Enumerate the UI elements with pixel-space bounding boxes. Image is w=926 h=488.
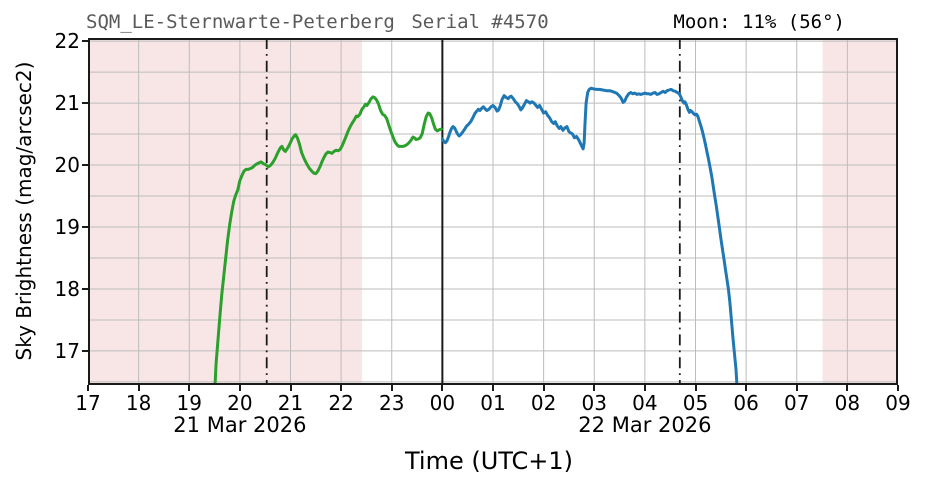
x-tick-label: 18 [125,391,152,415]
x-tick-label: 23 [379,391,405,415]
y-tick-label: 17 [54,338,80,363]
plot-area [88,38,898,385]
x-tick-label: 20 [227,391,253,415]
twilight-shading [822,38,898,385]
x-tick-mark [87,385,89,391]
y-tick-label: 22 [54,29,80,54]
y-tick-mark [82,164,88,167]
x-axis-label: Time (UTC+1) [404,447,574,475]
x-tick-mark [795,385,798,391]
x-tick-mark [238,385,241,391]
x-tick-mark [593,385,596,391]
y-tick-mark [82,225,88,228]
date-label-22-mar: 22 Mar 2026 [578,413,712,437]
y-tick-mark [82,287,88,290]
x-tick-label: 06 [733,391,759,415]
x-tick-label: 09 [885,391,911,415]
x-tick-label: 21 [277,391,304,415]
x-tick-label: 08 [834,391,861,415]
x-tick-label: 05 [682,391,709,415]
station-name: SQM_LE-Sternwarte-Peterberg [86,11,395,33]
x-tick-mark [846,385,849,391]
x-tick-mark [390,385,393,391]
twilight-shading [88,38,362,385]
x-tick-mark [694,385,697,391]
x-tick-mark [289,385,292,391]
x-tick-label: 01 [480,391,506,415]
serial-number: Serial #4570 [411,11,549,33]
x-tick-mark [137,385,140,391]
y-tick-mark [82,40,88,43]
x-tick-mark [492,385,494,391]
x-tick-label: 03 [581,391,607,415]
x-tick-mark [897,385,899,391]
y-tick-mark [82,349,88,352]
x-tick-label: 07 [784,391,810,415]
x-tick-label: 04 [632,391,658,415]
x-tick-mark [643,385,646,391]
x-tick-label: 17 [75,391,101,415]
y-tick-label: 20 [54,153,80,178]
chart-canvas [88,38,898,385]
x-tick-mark [340,385,343,391]
x-tick-mark [542,385,545,391]
x-tick-mark [745,385,748,391]
x-tick-label: 19 [176,391,202,415]
y-tick-label: 18 [54,276,80,301]
series-morning [440,86,739,385]
series-evening [213,95,443,385]
x-tick-label: 02 [530,391,557,415]
x-tick-label: 22 [328,391,354,415]
x-tick-mark [441,385,444,391]
moon-status: Moon: 11% (56°) [673,11,845,33]
axes-box [88,38,898,385]
x-tick-label: 00 [429,391,456,415]
y-tick-label: 19 [54,214,80,239]
y-tick-label: 21 [54,91,80,116]
y-tick-mark [82,102,88,105]
x-tick-mark [188,385,191,391]
date-label-21-mar: 21 Mar 2026 [173,413,307,437]
